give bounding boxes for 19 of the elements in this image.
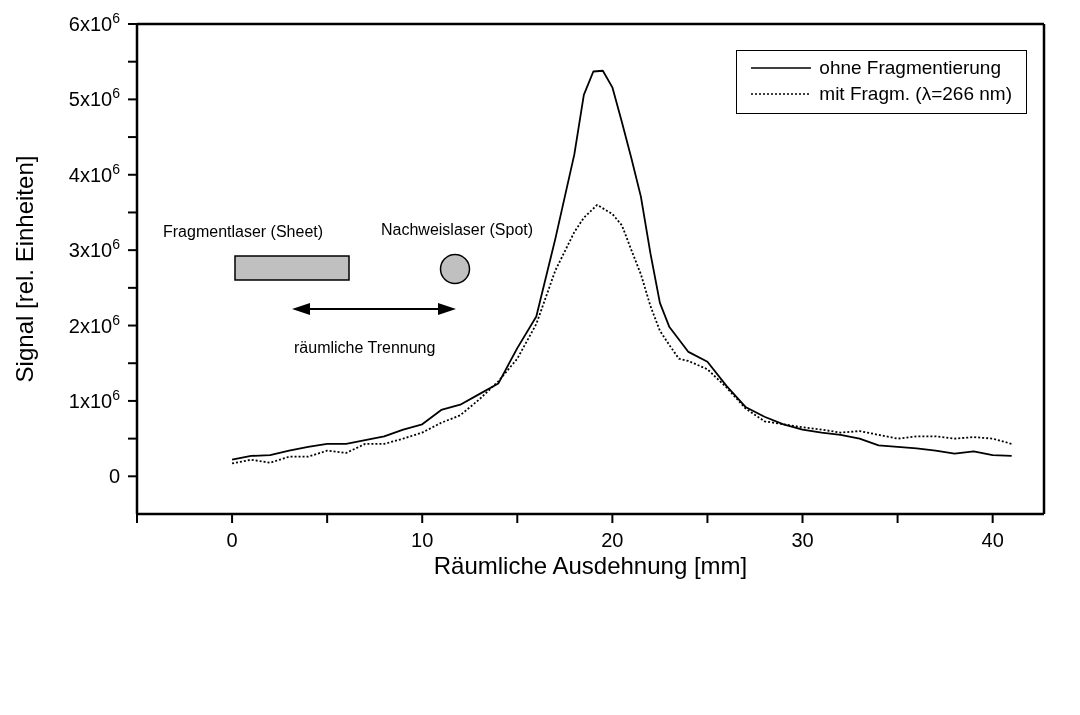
x-tick-label: 40 [981, 529, 1004, 551]
y-tick-label: 2x10$^{6}$ [68, 311, 121, 337]
annotation: Nachweislaser (Spot) [381, 221, 534, 239]
y-tick-label: 3x10$^{6}$ [68, 236, 121, 262]
x-tick-label: 10 [411, 529, 434, 551]
x-tick-label: 0 [226, 529, 238, 551]
y-tick-label: 5x10$^{6}$ [68, 85, 121, 111]
legend-label: ohne Fragmentierung [819, 57, 1001, 79]
x-axis-title: Räumliche Ausdehnung [mm] [433, 552, 748, 579]
y-tick-label: 1x10$^{6}$ [68, 386, 121, 412]
annotation: Fragmentlaser (Sheet) [163, 223, 324, 241]
y-tick-label: 0 [108, 465, 120, 488]
x-tick-label: 20 [601, 529, 624, 551]
x-tick-label: 30 [791, 529, 814, 551]
annotation: räumliche Trennung [294, 339, 436, 357]
legend-label: mit Fragm. (λ=266 nm) [819, 83, 1012, 105]
y-axis-title: Signal [rel. Einheiten] [11, 155, 38, 383]
y-tick-label: 6x10$^{6}$ [68, 10, 121, 35]
y-tick-label: 4x10$^{6}$ [68, 160, 121, 186]
